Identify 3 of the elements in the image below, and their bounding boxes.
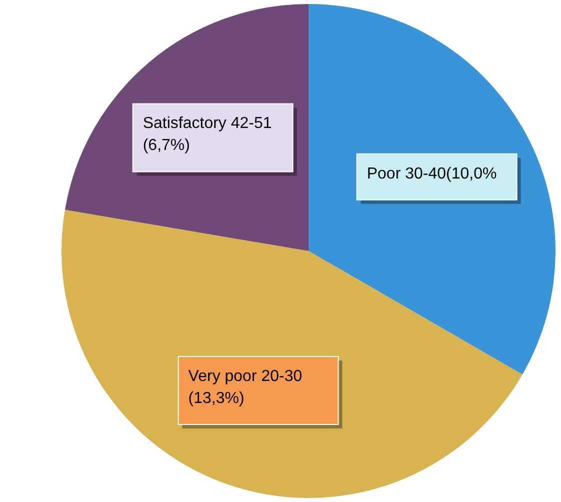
slice-label: Satisfactory 42-51 (6,7%): [142, 115, 272, 154]
slice-label: Very poor 20-30 (13,3%): [188, 368, 302, 407]
slice-label: Poor 30-40(10,0%: [366, 165, 497, 182]
